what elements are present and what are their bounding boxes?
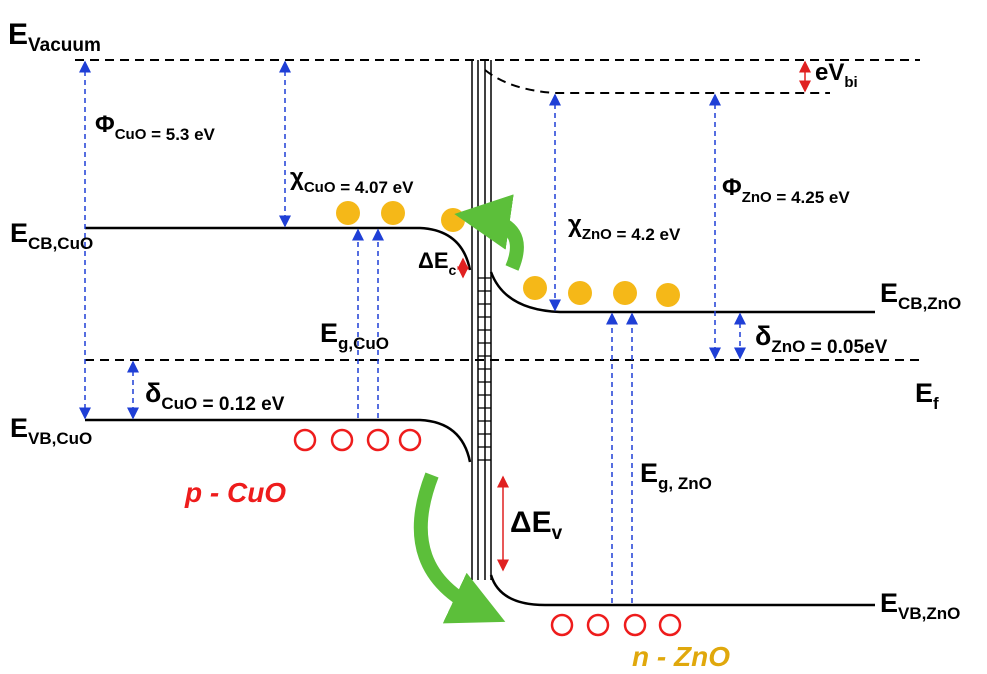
label-sub: CuO bbox=[161, 394, 197, 413]
cuo-valence-band bbox=[85, 420, 470, 462]
label-rest: = 4.25 eV bbox=[772, 188, 851, 207]
label-main: Φ bbox=[95, 111, 115, 138]
label-main: E bbox=[640, 458, 658, 488]
label-main: Φ bbox=[722, 174, 742, 201]
label: ΔEc bbox=[418, 248, 457, 278]
label: χCuO = 4.07 eV bbox=[290, 164, 414, 197]
label: ΦZnO = 4.25 eV bbox=[722, 174, 850, 207]
band-diagram: EVacuumΦCuO = 5.3 eVχCuO = 4.07 eVECB,Cu… bbox=[0, 0, 987, 674]
label: ECB,ZnO bbox=[880, 278, 961, 313]
label-main: ΔE bbox=[418, 248, 449, 273]
label-main: E bbox=[320, 318, 338, 348]
label-sub: VB,ZnO bbox=[898, 604, 960, 623]
label-rest: = 5.3 eV bbox=[146, 125, 215, 144]
label: EVacuum bbox=[8, 18, 101, 56]
label-rest: = 0.05eV bbox=[805, 337, 887, 358]
label-main: E bbox=[915, 378, 933, 408]
zno-vacuum-level bbox=[485, 70, 830, 93]
label-sub: CB,ZnO bbox=[898, 294, 961, 313]
label-sub: f bbox=[933, 394, 939, 413]
label: Eg, ZnO bbox=[640, 458, 712, 493]
label-sub: Vacuum bbox=[28, 35, 101, 56]
label-rest: = 4.07 eV bbox=[336, 178, 415, 197]
label-main: E bbox=[8, 18, 28, 51]
label: ECB,CuO bbox=[10, 218, 93, 253]
label: EVB,ZnO bbox=[880, 588, 960, 623]
label: ΔEv bbox=[510, 506, 563, 544]
label-main: χ bbox=[290, 164, 304, 191]
label-main: n - ZnO bbox=[632, 641, 730, 672]
label-rest: = 0.12 eV bbox=[197, 394, 284, 415]
label: Ef bbox=[915, 378, 939, 413]
label-main: p - CuO bbox=[184, 477, 286, 508]
label-main: E bbox=[880, 278, 898, 308]
label-main: E bbox=[10, 218, 28, 248]
cuo-conduction-band bbox=[85, 228, 470, 270]
label-sub: v bbox=[552, 523, 563, 544]
electron-transfer-arrow bbox=[482, 218, 517, 268]
label-main: δ bbox=[755, 321, 771, 351]
label-sub: c bbox=[449, 262, 457, 278]
label-sub: ZnO bbox=[771, 337, 805, 356]
label: EVB,CuO bbox=[10, 413, 92, 448]
label: δCuO = 0.12 eV bbox=[145, 378, 285, 415]
interface bbox=[472, 60, 491, 580]
label-sub: CB,CuO bbox=[28, 234, 93, 253]
label-sub: ZnO bbox=[582, 226, 612, 243]
label: χZnO = 4.2 eV bbox=[568, 211, 681, 244]
label-sub: bi bbox=[844, 74, 857, 91]
hole-transfer-arrow bbox=[421, 475, 480, 610]
label: eVbi bbox=[815, 59, 858, 91]
label-sub: g, ZnO bbox=[658, 474, 712, 493]
label-main: δ bbox=[145, 378, 161, 408]
label-sub: VB,CuO bbox=[28, 429, 92, 448]
label-main: E bbox=[10, 413, 28, 443]
label-main: ΔE bbox=[510, 506, 552, 539]
label-main: χ bbox=[568, 211, 582, 238]
label-main: E bbox=[880, 588, 898, 618]
label: p - CuO bbox=[184, 477, 286, 508]
label-sub: CuO bbox=[304, 179, 336, 196]
zno-conduction-band bbox=[491, 272, 875, 312]
label: δZnO = 0.05eV bbox=[755, 321, 888, 358]
label-sub: g,CuO bbox=[338, 334, 389, 353]
label-rest: = 4.2 eV bbox=[612, 225, 681, 244]
label-main: eV bbox=[815, 59, 844, 86]
label: n - ZnO bbox=[632, 641, 730, 672]
zno-valence-band bbox=[491, 575, 875, 605]
label: ΦCuO = 5.3 eV bbox=[95, 111, 216, 144]
label-sub: CuO bbox=[115, 126, 147, 143]
electrons bbox=[336, 201, 680, 307]
label-sub: ZnO bbox=[742, 189, 772, 206]
